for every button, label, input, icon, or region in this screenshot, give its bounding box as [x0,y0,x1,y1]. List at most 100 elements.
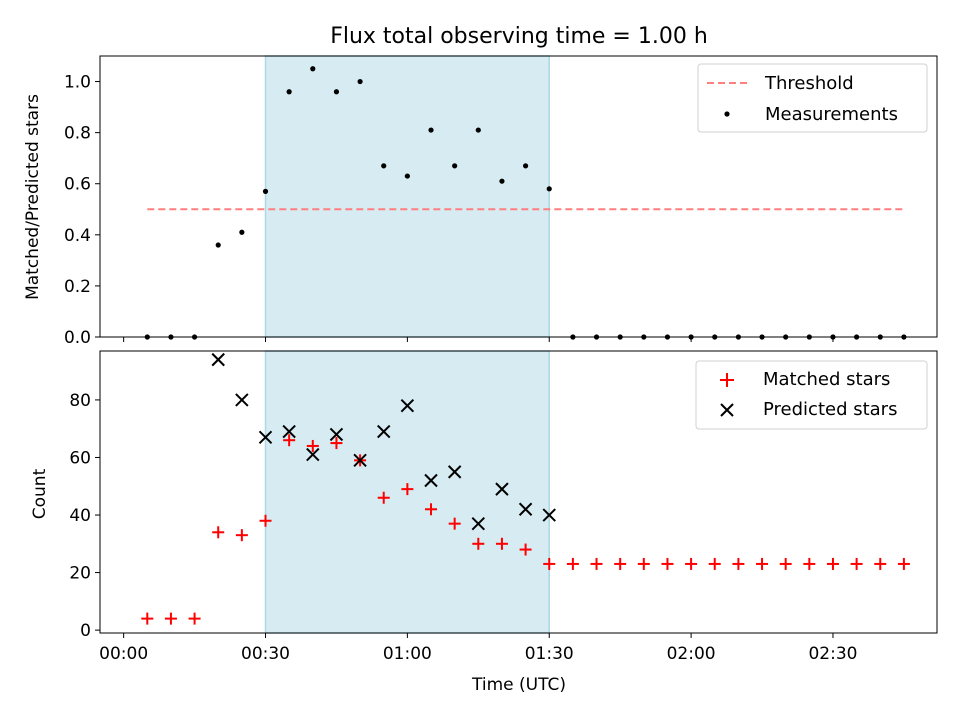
matched-point [164,612,177,625]
matched-point [425,503,438,516]
xtick-label: 01:00 [383,644,432,664]
matched-point [661,557,674,570]
measurement-point [333,89,340,95]
matched-point [448,517,461,530]
bottom-legend: Matched stars Predicted stars [695,360,928,430]
matched-point [637,557,650,570]
xtick-label: 02:00 [667,644,716,664]
matched-point [874,557,887,570]
xtick-label: 01:30 [525,644,574,664]
measurement-point [546,186,552,192]
predicted-point [424,473,438,488]
matched-point [141,612,154,625]
matched-point [401,483,414,496]
xtick-label: 02:30 [808,644,857,664]
matched-point [850,557,863,570]
bottom-legend-box [695,360,928,430]
matched-point [259,514,272,527]
matched-point [590,557,603,570]
measurement-point [475,127,481,133]
bot-ytick-label: 80 [69,391,91,411]
legend-predicted-label: Predicted stars [763,399,897,420]
legend-matched-swatch [720,373,734,387]
measurement-point [286,89,292,95]
top-ytick-label: 0.4 [64,226,91,246]
top-axes-frame [99,55,938,338]
measurement-point [428,127,434,133]
matched-point [188,612,201,625]
x-axis-label: Time (UTC) [471,675,566,695]
measurement-point [262,188,269,194]
matched-point [897,557,910,570]
matched-point [685,557,698,570]
measurement-point [215,242,221,248]
matched-point [566,557,579,570]
top-shaded-span [264,55,550,338]
measurement-point [357,78,363,85]
measurement-point [381,163,387,169]
bot-ytick-label: 60 [69,448,91,468]
measurement-point [239,229,245,235]
bottom-x-ticks: 00:00 00:30 01:00 01:30 02:00 02:30 [99,633,857,664]
matched-point [826,557,839,570]
top-x-ticks [123,337,834,342]
bot-ytick-label: 0 [80,621,91,641]
matched-point [235,529,248,542]
xtick-label: 00:30 [241,644,290,664]
matched-point [614,557,627,570]
top-legend-box [697,63,928,133]
bottom-y-axis-label: Count [30,468,50,519]
predicted-point [377,424,391,439]
matched-point [543,557,556,570]
legend-predicted-swatch [720,403,734,417]
matched-point [519,543,532,556]
measurement-point [452,163,458,169]
matched-point [330,437,343,450]
top-span-rect [264,55,550,338]
predicted-point [282,424,296,439]
top-ytick-label: 0.2 [64,277,91,297]
matched-stars-series [141,434,910,625]
predicted-point [471,516,486,531]
measurement-point [499,178,505,184]
legend-matched-label: Matched stars [763,369,890,390]
legend-threshold-label: Threshold [764,73,854,94]
predicted-point [400,398,415,413]
measurement-point [522,163,529,169]
bot-ytick-label: 20 [69,564,91,584]
predicted-point [306,447,320,462]
top-panel: 0.0 0.2 0.4 0.6 0.8 1.0 Matched/Predicted sta… [23,55,938,348]
xtick-label: 00:00 [99,644,148,664]
matched-point [306,439,319,452]
matched-point [377,491,390,504]
top-y-axis-label: Matched/Predicted stars [23,94,43,300]
predicted-point [542,508,556,522]
bot-ytick-label: 40 [69,506,91,526]
matched-point [779,557,792,570]
measurement-point [310,66,316,72]
matched-point [756,557,769,570]
top-ytick-label: 0.0 [64,328,91,348]
top-ytick-label: 0.8 [64,124,91,144]
matched-point [803,557,816,570]
matched-point [708,557,721,570]
matched-point [495,537,508,550]
predicted-point [235,393,249,407]
top-legend: Threshold Measurements [697,63,928,133]
predicted-point [329,427,344,442]
top-y-ticks: 0.0 0.2 0.4 0.6 0.8 1.0 [64,73,100,348]
predicted-point [447,465,462,479]
matched-point [732,557,745,570]
legend-measurements-label: Measurements [765,104,898,125]
bottom-y-ticks: 0 20 40 60 80 [69,391,100,641]
bottom-axes-frame [99,350,938,634]
chart-title: Flux total observing time = 1.00 h [330,24,708,49]
top-ytick-label: 0.6 [64,175,91,195]
bottom-panel: 0 20 40 60 80 00:00 00:30 01:00 01:30 02:00 02:30… [30,350,938,695]
matched-point [212,526,225,539]
predicted-point [518,502,533,516]
predicted-point [258,430,273,445]
matched-point [283,434,296,447]
measurement-point [404,173,410,179]
